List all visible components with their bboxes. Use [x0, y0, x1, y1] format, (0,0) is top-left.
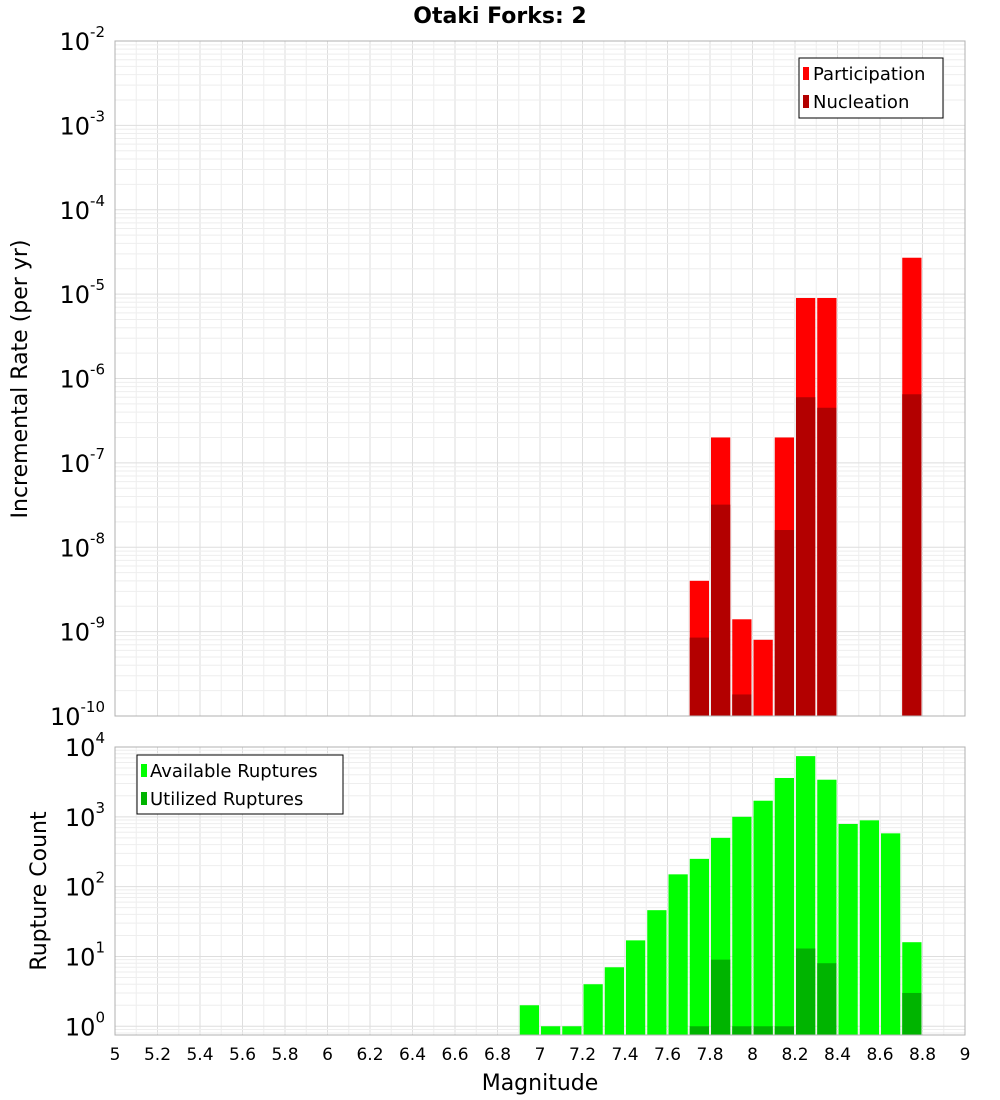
bottom-y-tick-label: 104	[65, 729, 105, 762]
top-bar-nucleation	[902, 394, 922, 716]
x-tick-label: 7.4	[611, 1045, 638, 1065]
x-tick-label: 7.2	[569, 1045, 596, 1065]
chart-title: Otaki Forks: 2	[413, 4, 587, 29]
top-y-tick-label: 10-2	[59, 23, 105, 56]
x-tick-label: 7.8	[696, 1045, 723, 1065]
bottom-bar-utilized-ruptures	[689, 1026, 709, 1035]
x-tick-label: 5.4	[186, 1045, 213, 1065]
legend-label-available: Available Ruptures	[150, 761, 318, 782]
x-tick-label: 5.2	[144, 1045, 171, 1065]
bottom-plot-bars	[519, 756, 922, 1035]
top-y-tick-labels: 10-2 10-3 10-4 10-5 10-6 10-7 10-8 10-9 10-10	[50, 23, 105, 731]
top-bar-nucleation	[689, 637, 709, 716]
x-tick-label: 6.4	[399, 1045, 426, 1065]
bottom-y-tick-label: 102	[65, 869, 105, 902]
top-bar-nucleation	[796, 397, 816, 716]
bottom-bar-available-ruptures	[604, 967, 624, 1035]
bottom-bar-utilized-ruptures	[753, 1026, 773, 1035]
bottom-bar-available-ruptures	[519, 1005, 539, 1035]
top-bar-nucleation	[774, 530, 794, 716]
bottom-y-axis-label: Rupture Count	[27, 811, 52, 971]
bottom-y-tick-labels: 104 103 102 101 100	[65, 729, 105, 1041]
x-tick-label: 6.2	[356, 1045, 383, 1065]
bottom-bar-available-ruptures	[626, 940, 646, 1035]
x-tick-label: 6.8	[484, 1045, 511, 1065]
bottom-bar-available-ruptures	[583, 984, 603, 1035]
x-tick-label: 8.2	[781, 1045, 808, 1065]
top-bar-nucleation	[732, 694, 752, 716]
bottom-bar-utilized-ruptures	[711, 959, 731, 1035]
x-tick-label: 5.8	[271, 1045, 298, 1065]
bottom-bar-available-ruptures	[774, 777, 794, 1035]
bottom-legend: Available Ruptures Utilized Ruptures	[136, 754, 344, 815]
x-tick-label: 5	[110, 1045, 121, 1065]
bottom-legend-box	[136, 754, 344, 815]
x-axis-label: Magnitude	[482, 1071, 599, 1096]
legend-label-utilized: Utilized Ruptures	[150, 789, 303, 810]
x-tick-label: 6	[322, 1045, 333, 1065]
top-y-tick-label: 10-10	[50, 698, 105, 731]
bottom-bar-utilized-ruptures	[774, 1026, 794, 1035]
legend-swatch-participation	[803, 67, 809, 80]
bottom-y-tick-label: 103	[65, 799, 105, 832]
bottom-bar-available-ruptures	[881, 833, 901, 1035]
x-tick-label: 8.8	[909, 1045, 936, 1065]
top-plot-bars	[689, 257, 922, 716]
x-tick-labels: 5 5.2 5.4 5.6 5.8 6 6.2 6.4 6.6 6.8 7 7.2 7.4 7.6 7.8 8…	[110, 1045, 971, 1065]
bottom-y-tick-label: 100	[65, 1008, 105, 1041]
legend-swatch-nucleation	[803, 95, 809, 108]
top-legend: Participation Nucleation	[798, 57, 944, 119]
bottom-y-tick-label: 101	[65, 938, 105, 971]
bottom-bar-available-ruptures	[541, 1026, 561, 1035]
x-tick-label: 8	[747, 1045, 758, 1065]
x-tick-label: 8.4	[824, 1045, 851, 1065]
top-plot-grid	[114, 40, 966, 717]
top-y-axis-label: Incremental Rate (per yr)	[8, 240, 33, 519]
x-tick-label: 7	[535, 1045, 546, 1065]
legend-label-participation: Participation	[813, 64, 925, 85]
legend-label-nucleation: Nucleation	[813, 92, 909, 113]
bottom-bar-available-ruptures	[647, 910, 667, 1035]
bottom-bar-available-ruptures	[562, 1026, 582, 1035]
top-y-tick-label: 10-4	[59, 192, 105, 225]
bottom-plot-grid	[114, 746, 966, 1035]
x-tick-label: 5.6	[229, 1045, 256, 1065]
legend-swatch-available	[141, 764, 147, 777]
x-tick-label: 6.6	[441, 1045, 468, 1065]
bottom-bar-available-ruptures	[753, 800, 773, 1035]
bottom-bar-utilized-ruptures	[902, 992, 922, 1035]
top-y-tick-label: 10-5	[59, 276, 105, 309]
x-tick-label: 7.6	[654, 1045, 681, 1065]
top-plot-frame	[114, 40, 966, 717]
x-tick-label: 8.6	[866, 1045, 893, 1065]
legend-swatch-utilized	[141, 792, 147, 805]
top-y-tick-label: 10-3	[59, 107, 105, 140]
x-tick-label: 9	[960, 1045, 971, 1065]
bottom-bar-available-ruptures	[689, 858, 709, 1035]
top-bar-participation	[732, 619, 752, 716]
bottom-bar-utilized-ruptures	[817, 963, 837, 1035]
bottom-bar-utilized-ruptures	[796, 948, 816, 1035]
bottom-bar-utilized-ruptures	[732, 1026, 752, 1035]
top-y-tick-label: 10-7	[59, 445, 105, 478]
top-y-tick-label: 10-6	[59, 361, 105, 394]
bottom-bar-available-ruptures	[838, 823, 858, 1035]
bottom-bar-available-ruptures	[732, 816, 752, 1035]
top-legend-box	[798, 57, 944, 119]
top-y-tick-label: 10-8	[59, 529, 105, 562]
top-bar-participation	[753, 639, 773, 716]
top-bar-nucleation	[711, 504, 731, 716]
bottom-plot-frame	[114, 746, 966, 1036]
bottom-bar-available-ruptures	[859, 820, 879, 1035]
top-bar-nucleation	[817, 407, 837, 716]
top-y-tick-label: 10-9	[59, 614, 105, 647]
bottom-bar-available-ruptures	[668, 874, 688, 1035]
